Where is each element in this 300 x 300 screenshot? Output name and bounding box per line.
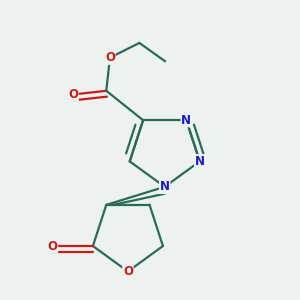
Text: O: O <box>47 239 57 253</box>
Text: O: O <box>105 51 115 64</box>
Text: O: O <box>68 88 78 101</box>
Text: O: O <box>123 265 133 278</box>
Text: N: N <box>182 114 191 127</box>
Text: N: N <box>160 180 170 193</box>
Text: N: N <box>195 155 205 168</box>
